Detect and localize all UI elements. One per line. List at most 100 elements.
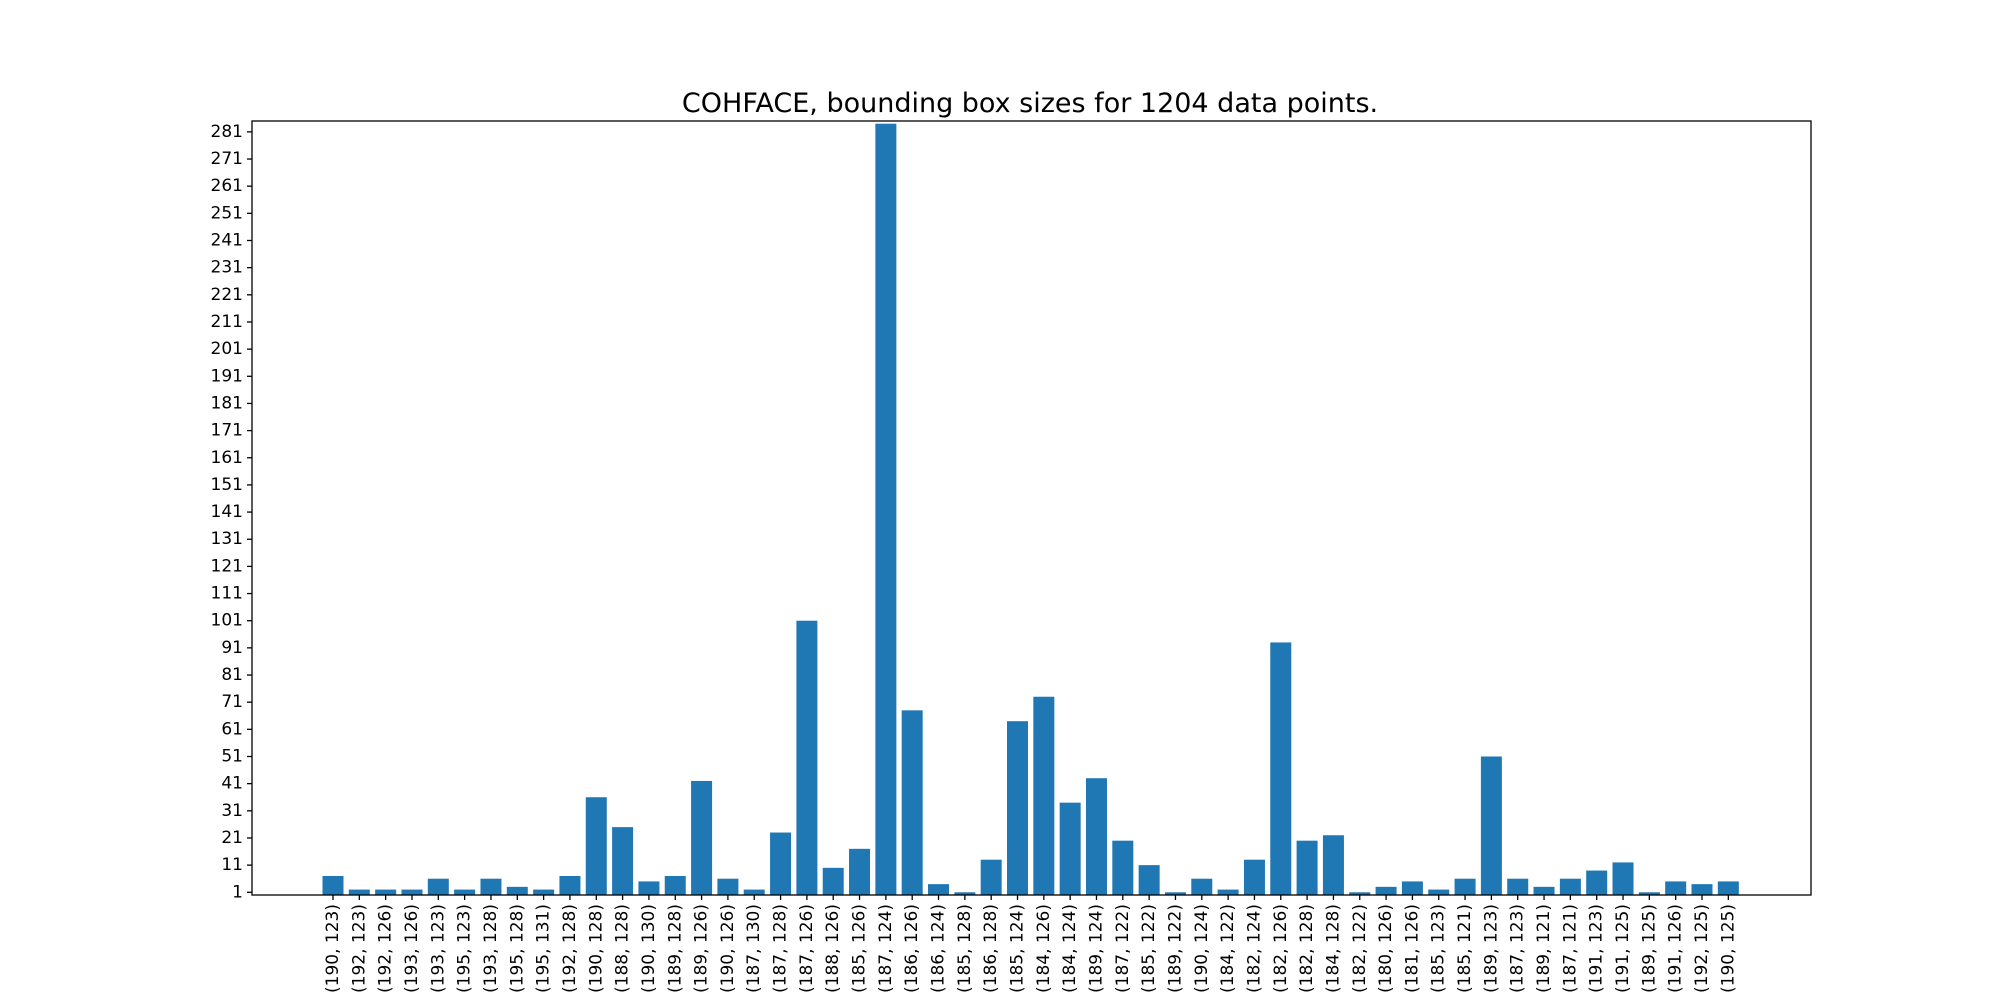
y-tick-label: 91: [221, 638, 243, 658]
bar: [480, 878, 502, 895]
x-tick-label: (190, 123): [323, 904, 343, 993]
bar: [1665, 881, 1687, 895]
x-tick-label: (184, 128): [1323, 904, 1343, 993]
x-tick-label: (190, 128): [586, 904, 606, 993]
bar: [506, 886, 528, 895]
x-tick-label: (195, 131): [534, 904, 554, 993]
y-tick-label: 161: [211, 448, 243, 468]
x-tick-label: (186, 128): [981, 904, 1001, 993]
y-tick-label: 41: [221, 774, 243, 794]
bars: [322, 123, 1739, 896]
bar: [875, 123, 897, 896]
x-tick-label: (191, 126): [1666, 904, 1686, 993]
y-tick-label: 231: [211, 258, 243, 278]
y-tick-label: 61: [221, 719, 243, 739]
x-tick-label: (182, 126): [1271, 904, 1291, 993]
bar: [928, 884, 950, 895]
x-tick-label: (187, 123): [1508, 904, 1528, 993]
bar: [1164, 892, 1186, 895]
bar: [1243, 859, 1265, 895]
x-axis: (190, 123) (192, 123) (192, 126) (193, 126)…: [323, 895, 1738, 993]
bar: [1375, 886, 1397, 895]
x-tick-label: (186, 124): [929, 904, 949, 993]
y-tick-label: 251: [211, 203, 243, 223]
y-axis: 1112131415161718191101111121131141151161…: [211, 122, 252, 902]
x-tick-label: (184, 122): [1218, 904, 1238, 993]
bar: [1191, 878, 1213, 895]
y-tick-label: 141: [211, 502, 243, 522]
bar: [954, 892, 976, 895]
x-tick-label: (189, 126): [692, 904, 712, 993]
bar: [1428, 889, 1450, 895]
x-tick-label: (185, 123): [1429, 904, 1449, 993]
x-tick-label: (190, 130): [639, 904, 659, 993]
bar: [664, 875, 686, 895]
y-tick-label: 181: [211, 393, 243, 413]
y-tick-label: 281: [211, 122, 243, 142]
bar: [1112, 840, 1134, 895]
x-tick-label: (193, 128): [481, 904, 501, 993]
bar: [1401, 881, 1423, 895]
y-tick-label: 31: [221, 801, 243, 821]
y-tick-label: 271: [211, 149, 243, 169]
bar: [743, 889, 765, 895]
x-tick-label: (185, 122): [1139, 904, 1159, 993]
x-tick-label: (187, 128): [771, 904, 791, 993]
bar: [1691, 884, 1713, 895]
x-tick-label: (193, 126): [402, 904, 422, 993]
bar: [559, 875, 581, 895]
x-tick-label: (185, 128): [955, 904, 975, 993]
x-tick-label: (195, 123): [455, 904, 475, 993]
y-tick-label: 111: [211, 584, 243, 604]
x-tick-label: (182, 122): [1350, 904, 1370, 993]
bar: [1612, 862, 1634, 895]
x-tick-label: (189, 121): [1534, 904, 1554, 993]
y-tick-label: 261: [211, 176, 243, 196]
bar: [401, 889, 423, 895]
bar: [849, 848, 871, 895]
y-tick-label: 11: [221, 855, 243, 875]
bar: [322, 875, 344, 895]
x-tick-label: (191, 125): [1613, 904, 1633, 993]
y-tick-label: 121: [211, 556, 243, 576]
x-tick-label: (193, 123): [428, 904, 448, 993]
x-tick-label: (187, 122): [1113, 904, 1133, 993]
bar: [1296, 840, 1318, 895]
bar: [1717, 881, 1739, 895]
x-tick-label: (185, 124): [1008, 904, 1028, 993]
bar: [1559, 878, 1581, 895]
bar: [1638, 892, 1660, 895]
x-tick-label: (180, 126): [1376, 904, 1396, 993]
bar: [1270, 642, 1292, 895]
x-tick-label: (184, 126): [1034, 904, 1054, 993]
x-tick-label: (192, 128): [560, 904, 580, 993]
bar: [1217, 889, 1239, 895]
x-tick-label: (189, 122): [1165, 904, 1185, 993]
x-tick-label: (195, 128): [507, 904, 527, 993]
bar: [1322, 835, 1344, 895]
x-tick-label: (192, 125): [1692, 904, 1712, 993]
bar: [1138, 865, 1160, 895]
y-tick-label: 191: [211, 366, 243, 386]
y-tick-label: 211: [211, 312, 243, 332]
y-tick-label: 221: [211, 285, 243, 305]
x-tick-label: (188, 126): [823, 904, 843, 993]
x-tick-label: (191, 123): [1587, 904, 1607, 993]
plot-frame: [251, 120, 1812, 896]
bar: [717, 878, 739, 895]
y-tick-label: 171: [211, 421, 243, 441]
bar: [822, 867, 844, 895]
chart-title: COHFACE, bounding box sizes for 1204 dat…: [682, 88, 1378, 119]
bar: [1033, 696, 1055, 895]
x-tick-label: (189, 124): [1086, 904, 1106, 993]
bar: [1480, 756, 1502, 895]
bar: [638, 881, 660, 895]
bar: [691, 780, 713, 895]
bar: [796, 620, 818, 895]
bar: [1586, 870, 1608, 895]
x-tick-label: (187, 121): [1560, 904, 1580, 993]
x-tick-label: (190, 124): [1192, 904, 1212, 993]
bar: [1059, 802, 1081, 895]
bar: [980, 859, 1002, 895]
